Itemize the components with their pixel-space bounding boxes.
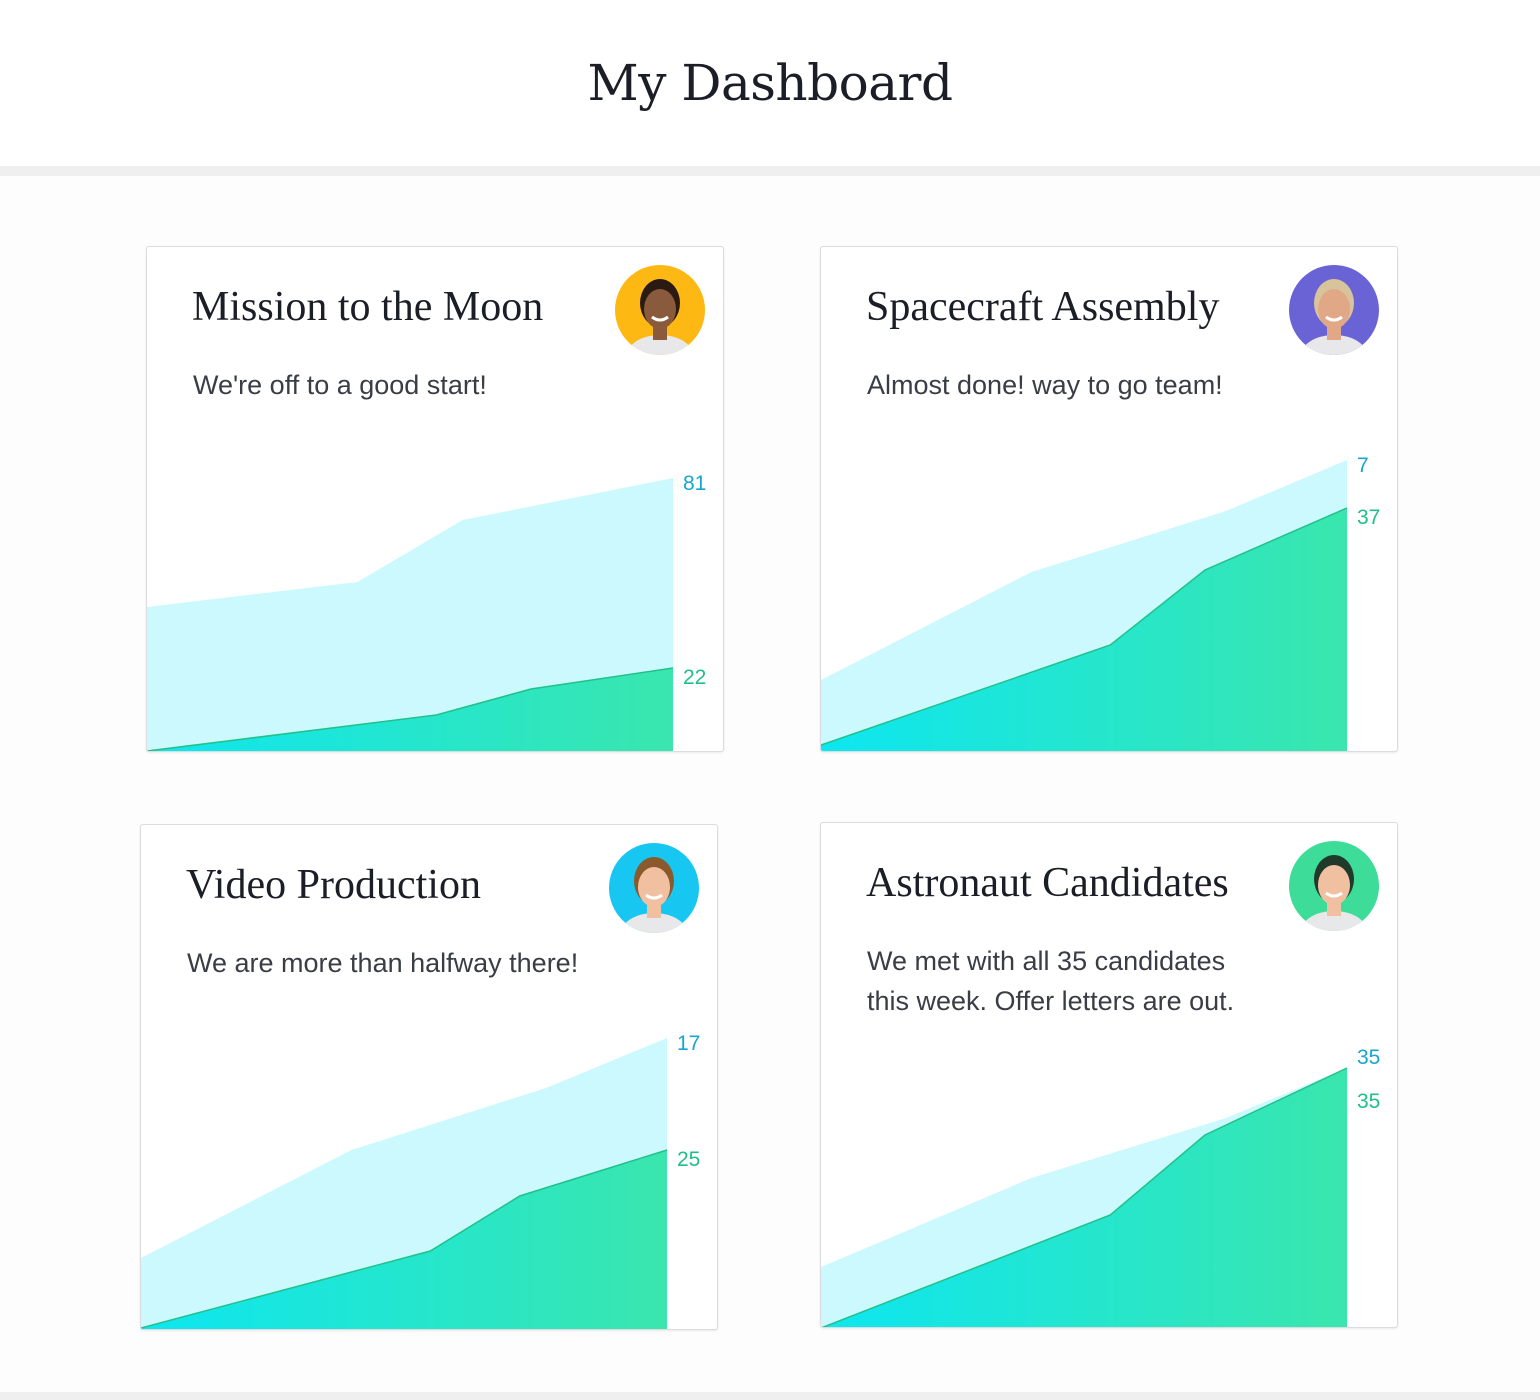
card-title: Mission to the Moon	[192, 284, 544, 330]
header: My Dashboard	[0, 0, 1540, 166]
card-title: Video Production	[186, 862, 481, 908]
card-description: Almost done! way to go team!	[867, 370, 1223, 400]
completed-line	[147, 667, 674, 751]
completed-area	[147, 668, 673, 751]
divider	[0, 1392, 1540, 1400]
divider	[0, 166, 1540, 176]
completed-value-label: 37	[1357, 506, 1380, 529]
avatar	[1289, 841, 1379, 931]
project-card-mission-to-the-moon[interactable]: Mission to the Moon We're off to a good …	[146, 246, 724, 752]
page-title: My Dashboard	[587, 54, 953, 112]
person-avatar-icon	[1289, 265, 1379, 355]
progress-chart: 81 22	[147, 472, 706, 751]
person-avatar-icon	[615, 265, 705, 355]
project-card-spacecraft-assembly[interactable]: Spacecraft Assembly Almost done! way to …	[820, 246, 1398, 752]
total-value-label: 81	[683, 472, 706, 495]
total-value-label: 17	[677, 1032, 700, 1055]
total-value-label: 7	[1357, 454, 1369, 477]
completed-value-label: 35	[1357, 1090, 1380, 1113]
card-title: Astronaut Candidates	[866, 860, 1229, 906]
completed-line	[821, 1067, 1348, 1327]
total-area	[147, 478, 673, 751]
completed-area	[821, 508, 1347, 751]
card-description: We met with all 35 candidates this week.…	[867, 946, 1235, 1016]
avatar	[609, 843, 699, 933]
avatar	[615, 265, 705, 355]
card-title: Spacecraft Assembly	[866, 284, 1220, 330]
completed-value-label: 25	[677, 1148, 700, 1171]
completed-line	[141, 1149, 668, 1329]
completed-value-label: 22	[683, 666, 706, 689]
progress-chart: 35 35	[821, 1046, 1380, 1327]
total-value-label: 35	[1357, 1046, 1380, 1069]
avatar	[1289, 265, 1379, 355]
person-avatar-icon	[609, 843, 699, 933]
completed-line	[821, 507, 1348, 746]
card-description: We're off to a good start!	[193, 370, 487, 400]
project-card-video-production[interactable]: Video Production We are more than halfwa…	[140, 824, 718, 1330]
card-description: We are more than halfway there!	[187, 948, 579, 978]
completed-area	[141, 1150, 667, 1329]
project-card-astronaut-candidates[interactable]: Astronaut Candidates We met with all 35 …	[820, 822, 1398, 1328]
person-avatar-icon	[1289, 841, 1379, 931]
completed-area	[823, 1068, 1347, 1327]
progress-chart: 7 37	[821, 454, 1380, 751]
